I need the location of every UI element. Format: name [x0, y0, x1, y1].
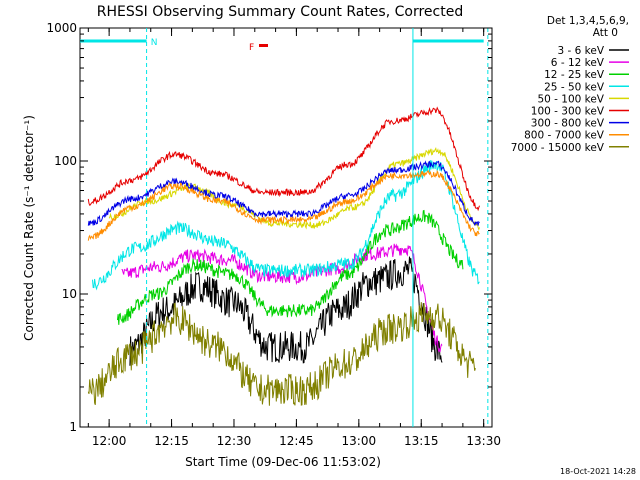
series-line-7 [87, 169, 480, 241]
plot-border [79, 27, 493, 428]
timestamp: 18-Oct-2021 14:28 [560, 467, 636, 476]
x-tick-label-2: 12:30 [217, 434, 252, 448]
x-tick-label-6: 13:30 [466, 434, 501, 448]
x-tick-label-5: 13:15 [404, 434, 439, 448]
series-line-3 [92, 160, 480, 291]
y-tick-label-0: 1 [69, 420, 77, 434]
chart-title: RHESSI Observing Summary Count Rates, Co… [97, 4, 463, 20]
legend-label-5: 100 - 300 keV [531, 106, 605, 118]
flare-marker-bar [259, 44, 268, 47]
y-axis-label: Corrected Count Rate (s⁻¹ detector⁻¹) [22, 115, 36, 341]
series-line-8 [87, 302, 476, 406]
x-tick-label-3: 12:45 [279, 434, 314, 448]
legend-label-8: 7000 - 15000 keV [511, 142, 605, 154]
legend-label-0: 3 - 6 keV [557, 45, 604, 57]
x-tick-label-1: 12:15 [154, 434, 189, 448]
legend-label-1: 6 - 12 keV [551, 57, 605, 69]
legend-label-6: 300 - 800 keV [531, 118, 605, 130]
series-line-5 [87, 106, 480, 212]
legend-header-2: Att 0 [593, 27, 618, 39]
flare-marker-label: F [249, 43, 254, 53]
series-line-2 [117, 209, 464, 325]
x-axis-label: Start Time (09-Dec-06 11:53:02) [185, 455, 381, 469]
legend-label-3: 25 - 50 keV [544, 81, 605, 93]
legend-label-4: 50 - 100 keV [537, 93, 604, 105]
series-line-0 [129, 256, 443, 366]
x-tick-label-0: 12:00 [92, 434, 127, 448]
y-tick-label-1: 10 [62, 287, 77, 301]
series-line-4 [108, 146, 480, 231]
series-line-6 [87, 160, 480, 227]
plot-frame [79, 27, 493, 428]
series-line-1 [121, 243, 443, 353]
x-tick-label-4: 13:00 [342, 434, 377, 448]
y-tick-label-3: 1000 [46, 21, 77, 35]
series-layer [87, 106, 480, 406]
axis-layer: 12:00 12:15 12:30 12:45 13:00 13:15 13:30 1 10 10… [46, 21, 501, 448]
legend-header-1: Det 1,3,4,5,6,9, [547, 15, 629, 27]
legend-label-7: 800 - 7000 keV [524, 130, 605, 142]
night-marker-label: N [151, 38, 158, 48]
y-tick-label-2: 100 [54, 154, 77, 168]
legend-label-2: 12 - 25 keV [544, 69, 605, 81]
